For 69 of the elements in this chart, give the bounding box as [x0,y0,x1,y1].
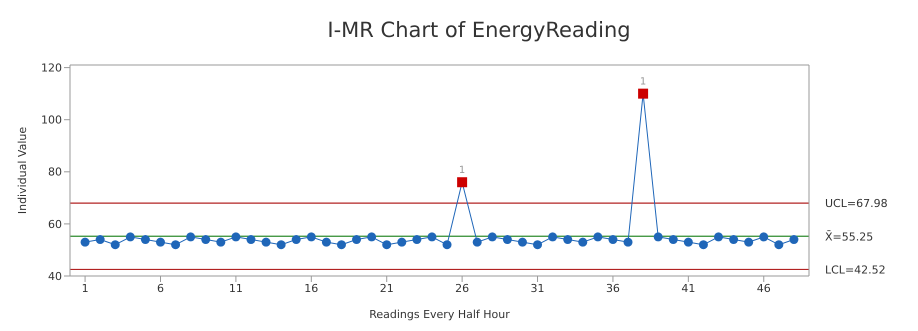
x-tick-label: 1 [82,282,89,295]
point [563,235,572,244]
x-tick-label: 31 [530,282,545,295]
point [336,240,346,250]
point [397,238,406,247]
point [80,238,90,247]
point [684,238,693,247]
point [186,232,196,242]
point [352,235,362,244]
point [201,235,210,244]
point [156,238,165,247]
x-tick-label: 36 [606,282,620,295]
point [668,235,678,244]
point [412,235,422,244]
point [96,235,105,244]
point [322,238,331,247]
y-tick-label: 100 [41,114,62,127]
x-axis-title: Readings Every Half Hour [369,308,510,321]
ref-line-label: LCL=42.52 [825,263,886,276]
x-tick-label: 6 [156,282,164,295]
x-tick-label: 11 [228,282,243,295]
y-axis-title: Individual Value [16,126,29,214]
point [231,232,240,242]
ref-line-label: X̄=55.25 [825,229,874,244]
point [774,240,784,250]
point [246,235,256,244]
point [533,240,542,250]
point [382,240,392,250]
y-tick-label: 80 [48,166,62,179]
point [654,232,663,242]
point [488,232,497,242]
point [729,235,738,244]
point [442,240,452,250]
point [292,235,301,244]
x-tick-label: 16 [304,282,318,295]
x-tick-label: 41 [681,282,696,295]
x-tick-label: 46 [756,282,771,295]
point [262,238,271,247]
x-tick-label: 26 [455,282,470,295]
point [548,232,558,242]
point [608,235,618,244]
annotation: 1 [458,165,466,176]
point [502,235,512,244]
point [698,240,708,250]
point [126,232,135,242]
point [367,232,376,242]
point [714,232,724,242]
point [578,238,588,247]
point [518,238,527,247]
y-tick-label: 60 [48,218,62,231]
point [593,232,602,242]
point [110,240,120,250]
annotation: 1 [640,76,646,88]
y-tick-label: 40 [48,270,62,283]
point [140,235,150,244]
ref-line-label: UCL=67.98 [825,197,888,210]
point [171,240,180,250]
chart-title: I-MR Chart of EnergyReading [326,17,632,44]
point [789,235,798,244]
point [216,238,226,247]
point [427,232,436,242]
point [472,238,482,247]
y-tick-label: 120 [41,62,62,75]
x-tick-label: 21 [380,282,394,295]
point [624,238,633,247]
point [759,232,768,242]
point [276,240,286,250]
point [744,238,754,247]
point [306,232,316,242]
